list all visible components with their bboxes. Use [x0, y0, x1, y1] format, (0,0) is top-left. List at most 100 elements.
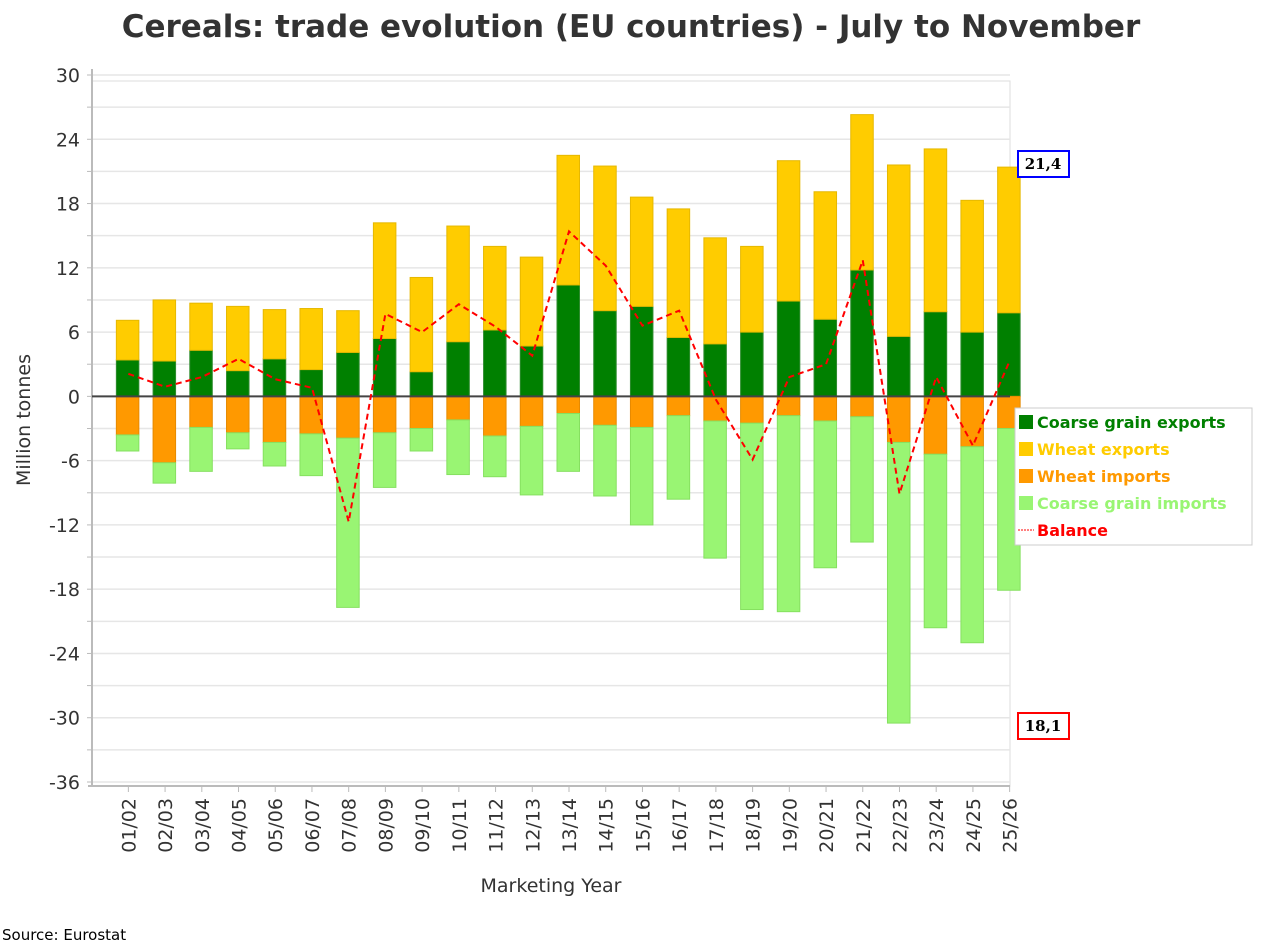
x-tick-label: 17/18 [706, 798, 728, 853]
bar-coarse-grain-imports [483, 435, 507, 478]
bar-wheat-exports [189, 302, 213, 351]
bar-coarse-grain-exports [776, 300, 801, 397]
bars [115, 114, 1021, 724]
bar-wheat-exports [336, 310, 360, 353]
bar-coarse-grain-exports [629, 305, 654, 397]
bar-coarse-grain-imports [152, 462, 177, 484]
bar-coarse-grain-imports [226, 432, 250, 450]
bar-coarse-grain-imports [556, 413, 580, 472]
x-tick-label: 14/15 [596, 798, 618, 853]
legend-label: Coarse grain exports [1037, 413, 1226, 432]
x-tick-label: 10/11 [449, 798, 471, 853]
bar-wheat-imports [226, 395, 250, 434]
y-tick-label: -24 [49, 643, 80, 665]
legend-label: Wheat imports [1037, 467, 1171, 486]
bar-coarse-grain-exports [923, 311, 948, 397]
bar-wheat-imports [666, 395, 691, 417]
bar-coarse-grain-imports [960, 446, 984, 644]
bar-wheat-exports [997, 166, 1021, 314]
bar-coarse-grain-exports [519, 345, 544, 397]
bar-coarse-grain-imports [115, 434, 140, 452]
x-tick-label: 23/24 [926, 798, 948, 853]
legend-label: Wheat exports [1037, 440, 1170, 459]
annotation-exports: 21,4 [1017, 150, 1070, 178]
bar-coarse-grain-exports [960, 331, 984, 397]
bar-wheat-imports [519, 395, 544, 427]
bar-coarse-grain-exports [409, 371, 434, 397]
bar-coarse-grain-exports [483, 329, 507, 397]
bar-wheat-exports [593, 165, 617, 312]
x-tick-label: 21/22 [853, 798, 875, 853]
bar-wheat-imports [336, 395, 360, 439]
x-tick-label: 15/16 [632, 798, 654, 853]
bar-coarse-grain-imports [776, 415, 801, 613]
bar-wheat-imports [115, 395, 140, 436]
bar-coarse-grain-imports [813, 420, 838, 569]
x-tick-label: 04/05 [229, 798, 251, 853]
y-tick-label: 6 [68, 322, 80, 344]
bar-wheat-exports [299, 308, 323, 371]
bar-coarse-grain-imports [446, 419, 470, 476]
x-tick-label: 25/26 [1000, 798, 1022, 853]
annotation-imports-text: 18,1 [1025, 717, 1062, 735]
bar-coarse-grain-imports [262, 441, 287, 467]
bar-wheat-imports [629, 395, 654, 428]
x-tick-label: 20/21 [816, 798, 838, 853]
legend: Coarse grain exports Wheat exports Wheat i… [1014, 407, 1253, 546]
x-tick-label: 05/06 [265, 798, 287, 853]
bar-wheat-imports [886, 395, 911, 443]
legend-label: Coarse grain imports [1037, 494, 1227, 513]
bar-wheat-exports [115, 319, 140, 361]
y-tick-label: -12 [49, 515, 80, 537]
bar-wheat-exports [850, 114, 874, 271]
legend-box [1014, 407, 1253, 546]
bar-coarse-grain-exports [666, 336, 691, 397]
bar-coarse-grain-imports [629, 426, 654, 526]
bar-wheat-exports [483, 245, 507, 331]
y-tick-label: 12 [56, 258, 80, 280]
bar-wheat-imports [483, 395, 507, 437]
x-tick-label: 13/14 [559, 798, 581, 853]
bar-wheat-exports [446, 225, 470, 343]
y-axis: 30 24 18 12 6 0 -6 -12 -18 -24 -30 -36 [49, 65, 93, 794]
y-tick-label: 30 [56, 65, 80, 87]
bar-wheat-exports [152, 299, 177, 362]
bar-coarse-grain-exports [886, 335, 911, 397]
bar-wheat-imports [446, 395, 470, 421]
legend-swatch [1019, 496, 1033, 510]
x-tick-label: 22/23 [889, 798, 911, 853]
bar-coarse-grain-exports [997, 312, 1021, 397]
annotation-imports-box [1017, 712, 1070, 740]
annotation-imports: 18,1 [1017, 712, 1070, 740]
y-tick-label: 24 [56, 129, 80, 151]
bar-wheat-imports [776, 395, 801, 417]
x-tick-label: 18/19 [743, 798, 765, 853]
bar-wheat-exports [776, 160, 801, 302]
bar-wheat-exports [262, 309, 287, 360]
annotation-exports-text: 21,4 [1025, 155, 1062, 173]
y-tick-label: 0 [68, 386, 80, 408]
legend-label: Balance [1037, 521, 1108, 540]
legend-swatch [1019, 442, 1033, 456]
bar-coarse-grain-imports [372, 432, 397, 488]
bar-wheat-exports [813, 191, 838, 320]
bar-wheat-exports [519, 256, 544, 347]
balance-line-group [128, 229, 1011, 522]
y-tick-label: -36 [49, 772, 80, 794]
bar-coarse-grain-imports [666, 415, 691, 500]
bar-wheat-imports [409, 395, 434, 430]
bar-coarse-grain-exports [115, 359, 140, 397]
bar-wheat-imports [262, 395, 287, 443]
chart-title: Cereals: trade evolution (EU countries) … [122, 9, 1141, 45]
x-tick-label: 19/20 [779, 798, 801, 853]
y-tick-label: -6 [61, 451, 80, 473]
bar-wheat-imports [593, 395, 617, 426]
bar-coarse-grain-exports [446, 341, 470, 397]
bar-wheat-exports [703, 237, 727, 345]
x-tick-label: 11/12 [486, 798, 508, 853]
x-tick-label: 06/07 [302, 798, 324, 853]
bar-coarse-grain-imports [923, 453, 948, 629]
bar-coarse-grain-exports [262, 358, 287, 397]
bar-coarse-grain-exports [226, 370, 250, 397]
x-tick-label: 03/04 [192, 798, 214, 853]
